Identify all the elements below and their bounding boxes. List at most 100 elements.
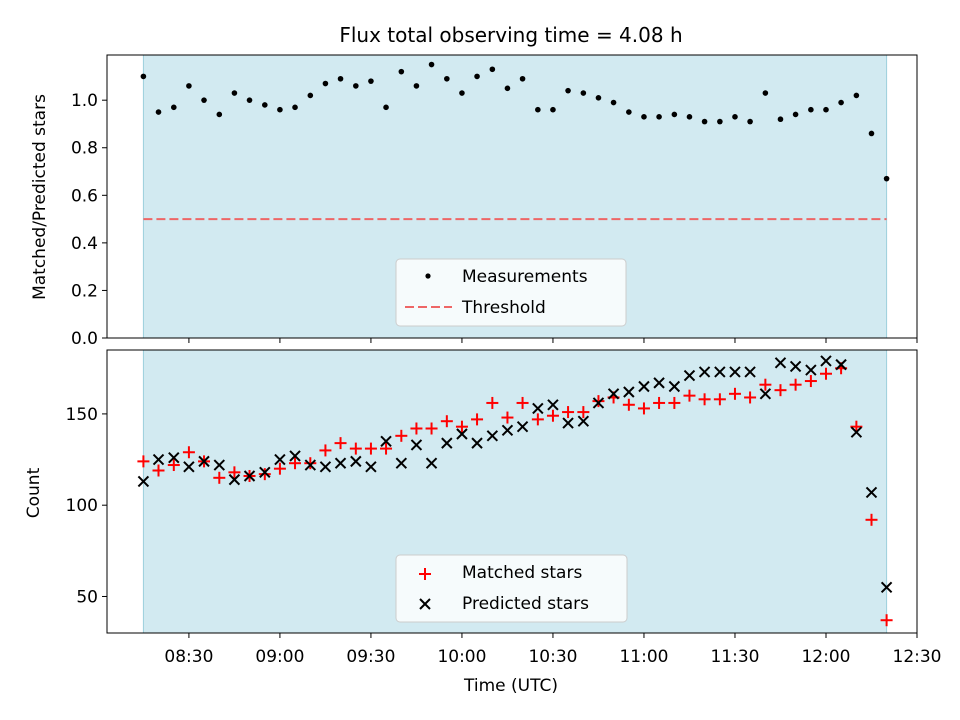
matched-star-point (349, 442, 362, 455)
predicted-star-point (668, 380, 681, 393)
measurement-point (428, 61, 435, 68)
predicted-star-point (319, 461, 332, 473)
measurement-point (792, 111, 799, 118)
matched-star-point (213, 471, 226, 484)
predicted-star-point (243, 470, 256, 482)
measurement-point (140, 73, 147, 80)
matched-star-point (789, 378, 802, 391)
measurement-point (186, 83, 192, 89)
count-axes-frame (106, 349, 918, 634)
predicted-star-point (395, 457, 408, 469)
matched-star-point (364, 442, 377, 455)
legend-predicted-label: Predicted stars (462, 594, 589, 614)
matched-star-point (774, 384, 787, 397)
x-tick-label: 12:30 (893, 647, 942, 667)
matched-star-point (744, 391, 757, 404)
predicted-star-point (228, 473, 241, 486)
measurement-point (201, 97, 207, 103)
predicted-star-point (516, 420, 529, 433)
measurement-point (262, 102, 268, 108)
measurement-point (519, 75, 526, 82)
chart-title: Flux total observing time = 4.08 h (339, 23, 682, 47)
predicted-star-point (198, 455, 210, 468)
measurement-point (610, 99, 617, 106)
predicted-star-point (137, 475, 150, 488)
predicted-star-point (183, 461, 195, 473)
count-y-tick-label: 50 (76, 587, 98, 607)
predicted-star-point (714, 366, 726, 378)
ratio-y-tick-label: 0.0 (71, 329, 98, 349)
count-panel: 50 100 150 08:30 09:00 09:30 10:00 10:30 11:00 1… (24, 349, 942, 696)
measurement-point (444, 75, 450, 82)
count-points (137, 355, 893, 627)
predicted-star-point (425, 457, 438, 469)
predicted-star-point (168, 452, 180, 464)
matched-star-point (683, 389, 696, 402)
matched-star-point (622, 398, 635, 411)
predicted-star-point (501, 424, 514, 437)
ratio-y-tick-label: 0.8 (71, 139, 98, 159)
matched-star-point (395, 429, 408, 442)
measurement-point (504, 85, 511, 92)
predicted-star-point (592, 397, 605, 409)
predicted-star-point (729, 366, 741, 378)
predicted-star-point (880, 581, 893, 594)
predicted-star-point (698, 366, 711, 378)
count-y-tick-label: 100 (66, 496, 98, 516)
predicted-star-point (274, 453, 286, 466)
matched-star-point (440, 415, 453, 428)
ratio-axes-frame (106, 54, 918, 339)
measurement-point (353, 83, 359, 89)
matched-star-point (486, 396, 499, 409)
predicted-star-point (441, 437, 453, 449)
matched-star-point (819, 367, 832, 380)
measurement-point (155, 109, 162, 115)
legend-measurement-marker (425, 273, 431, 279)
count-legend-box (395, 554, 628, 623)
matched-star-point (637, 402, 650, 415)
measurement-point (808, 106, 814, 113)
predicted-star-point (334, 457, 347, 469)
legend-matched-label: Matched stars (462, 563, 582, 583)
matched-star-point (728, 387, 741, 400)
measurement-point (762, 90, 769, 96)
x-tick-label: 11:30 (710, 647, 759, 667)
matched-star-point (577, 406, 590, 419)
measurement-point (307, 92, 314, 99)
predicted-star-point (532, 402, 544, 415)
measurement-point (459, 90, 465, 96)
measurement-point (565, 87, 571, 94)
measurement-point (641, 114, 647, 120)
matched-star-point (880, 614, 893, 627)
measurement-point (868, 130, 875, 137)
ratio-y-tick-label: 1.0 (71, 91, 98, 111)
predicted-star-point (774, 357, 787, 369)
matched-star-point (516, 396, 529, 409)
ratio-panel: 0.0 0.2 0.4 0.6 0.8 1.0 Matched/Predicted sta… (30, 54, 918, 349)
matched-star-point (592, 395, 605, 408)
x-tick-label: 11:00 (619, 647, 668, 667)
legend-predicted-marker (419, 598, 431, 610)
matched-star-point (152, 464, 165, 477)
measurement-point (550, 106, 556, 113)
measurement-point (686, 114, 693, 120)
ratio-y-tick-label: 0.2 (71, 281, 98, 301)
predicted-star-point (471, 437, 483, 449)
matched-star-point (425, 422, 438, 435)
count-y-ticks: 50 100 150 (66, 405, 107, 607)
matched-star-point (471, 413, 484, 426)
matched-star-point (182, 446, 195, 459)
predicted-star-point (744, 366, 756, 378)
matched-star-point (865, 513, 878, 526)
predicted-star-point (835, 358, 847, 371)
legend-matched-marker (419, 568, 431, 580)
measurement-point (883, 175, 890, 182)
measurement-point (413, 83, 420, 89)
x-tick-label: 12:00 (801, 647, 850, 667)
count-y-tick-label: 150 (66, 405, 98, 425)
measurement-point (474, 73, 480, 80)
matched-star-point (759, 378, 772, 391)
matched-star-point (258, 468, 271, 481)
matched-star-point (501, 411, 514, 424)
x-axis-label: Time (UTC) (463, 676, 558, 696)
